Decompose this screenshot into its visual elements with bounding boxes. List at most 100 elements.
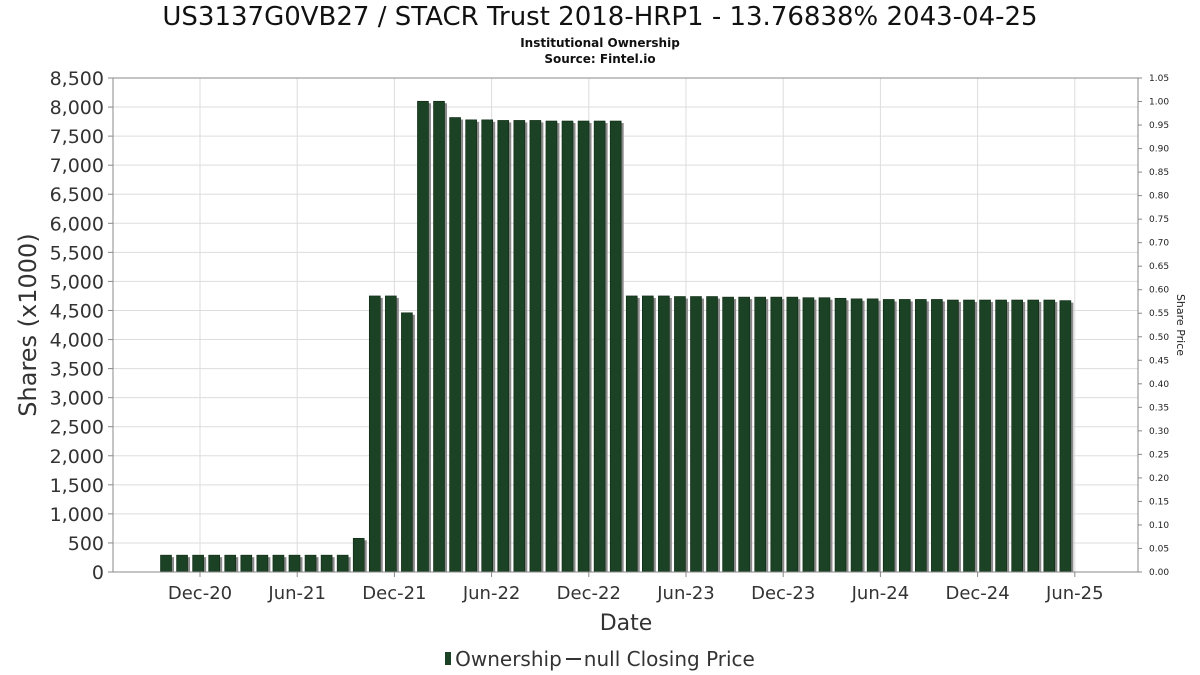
x-tick-label: Dec-21 <box>362 583 426 604</box>
ownership-bar <box>786 296 799 573</box>
y2-tick-label: 0.95 <box>1149 121 1169 131</box>
chart-legend: Ownership null Closing Price <box>0 647 1200 671</box>
ownership-bar <box>577 120 590 573</box>
ownership-bar <box>176 554 188 573</box>
ownership-bar <box>545 120 558 573</box>
ownership-bar <box>658 295 670 573</box>
y-tick-label: 5,000 <box>50 271 104 293</box>
chart-title: US3137G0VB27 / STACR Trust 2018-HRP1 - 1… <box>162 2 1038 32</box>
chart-subtitle: Institutional Ownership <box>520 36 680 50</box>
ownership-bar <box>738 296 750 573</box>
ownership-legend-label: Ownership <box>455 647 562 671</box>
ownership-bar <box>818 297 831 573</box>
ownership-bar <box>288 554 301 573</box>
ownership-legend-swatch <box>445 652 452 665</box>
y-tick-label: 3,000 <box>50 388 104 410</box>
x-tick-label: Jun-25 <box>1045 583 1104 604</box>
chart-source: Source: Fintel.io <box>544 52 656 66</box>
ownership-bar <box>1011 299 1023 573</box>
ownership-bar <box>609 120 622 573</box>
x-tick-label: Jun-23 <box>656 583 715 604</box>
ownership-bar <box>497 120 510 573</box>
ownership-bar <box>352 537 365 573</box>
ownership-bar <box>898 299 911 573</box>
y2-tick-label: 0.60 <box>1149 286 1169 296</box>
ownership-bar <box>882 299 895 573</box>
ownership-bar <box>368 295 381 573</box>
y-tick-label: 1,500 <box>50 475 104 497</box>
ownership-bar <box>272 554 285 573</box>
x-tick-label: Dec-20 <box>168 583 232 604</box>
y-tick-label: 3,500 <box>50 359 104 381</box>
x-tick-label: Dec-23 <box>751 583 815 604</box>
x-tick-label: Jun-24 <box>851 583 910 604</box>
ownership-bar <box>706 296 718 573</box>
ownership-bar <box>1043 299 1056 573</box>
y-tick-label: 7,500 <box>50 126 104 148</box>
ownership-bar <box>625 295 638 573</box>
ownership-bar <box>995 299 1007 573</box>
ownership-bar <box>304 554 317 573</box>
ownership-bar <box>513 120 526 573</box>
plot-frame <box>112 77 1139 573</box>
y2-tick-label: 0.00 <box>1149 568 1169 578</box>
y2-tick-label: 0.30 <box>1149 427 1169 437</box>
y2-tick-label: 0.75 <box>1149 215 1169 225</box>
y2-tick-label: 0.10 <box>1149 521 1169 531</box>
y2-tick-label: 0.85 <box>1149 168 1169 178</box>
y-tick-label: 6,000 <box>50 213 104 235</box>
y2-tick-label: 0.65 <box>1149 262 1169 272</box>
y-tick-label: 0 <box>92 562 104 584</box>
ownership-bar <box>770 296 783 573</box>
ownership-bar <box>979 299 991 573</box>
ownership-bar <box>754 296 767 573</box>
x-axis-title: Date <box>600 611 653 636</box>
y-tick-label: 1,000 <box>50 504 104 526</box>
y-tick-label: 8,500 <box>50 68 104 90</box>
ownership-bar <box>449 117 461 573</box>
y2-tick-label: 0.25 <box>1149 450 1169 460</box>
x-tick-label: Jun-21 <box>267 583 326 604</box>
y-tick-label: 500 <box>68 533 104 555</box>
y2-tick-label: 1.00 <box>1149 98 1169 108</box>
y2-tick-label: 0.35 <box>1149 403 1169 413</box>
ownership-bar <box>834 297 847 573</box>
price-legend-line <box>565 657 581 660</box>
y-tick-label: 5,500 <box>50 242 104 264</box>
ownership-bar <box>385 295 397 573</box>
ownership-bar <box>481 119 494 573</box>
y2-tick-label: 0.80 <box>1149 192 1169 202</box>
y2-tick-label: 0.40 <box>1149 380 1169 390</box>
ownership-bar <box>224 554 237 573</box>
ownership-bar <box>561 120 574 573</box>
ownership-bar <box>320 554 333 573</box>
ownership-bar <box>240 554 253 573</box>
y-tick-label: 4,500 <box>50 300 104 322</box>
ownership-bar <box>1059 300 1072 573</box>
y2-tick-label: 0.90 <box>1149 145 1169 155</box>
x-tick-label: Dec-24 <box>945 583 1009 604</box>
ownership-bar <box>529 120 542 573</box>
ownership-bar <box>641 295 654 573</box>
ownership-bar <box>336 554 349 573</box>
y2-tick-label: 0.15 <box>1149 497 1169 507</box>
y-tick-label: 2,500 <box>50 417 104 439</box>
y2-tick-label: 0.05 <box>1149 544 1169 554</box>
ownership-bar <box>947 299 959 573</box>
ownership-bar <box>417 100 429 573</box>
ownership-bar <box>256 554 269 573</box>
y2-tick-label: 0.55 <box>1149 309 1169 319</box>
y2-tick-label: 0.45 <box>1149 356 1169 366</box>
ownership-bar <box>722 296 734 573</box>
y-tick-label: 6,500 <box>50 184 104 206</box>
x-tick-label: Jun-22 <box>462 583 521 604</box>
y-tick-label: 7,000 <box>50 155 104 177</box>
ownership-bar <box>931 299 943 573</box>
ownership-bar <box>593 120 606 573</box>
y2-tick-label: 0.50 <box>1149 333 1169 343</box>
ownership-bar <box>465 119 477 573</box>
ownership-bar <box>915 299 927 573</box>
ownership-bar <box>850 298 863 573</box>
y2-tick-label: 0.70 <box>1149 239 1169 249</box>
